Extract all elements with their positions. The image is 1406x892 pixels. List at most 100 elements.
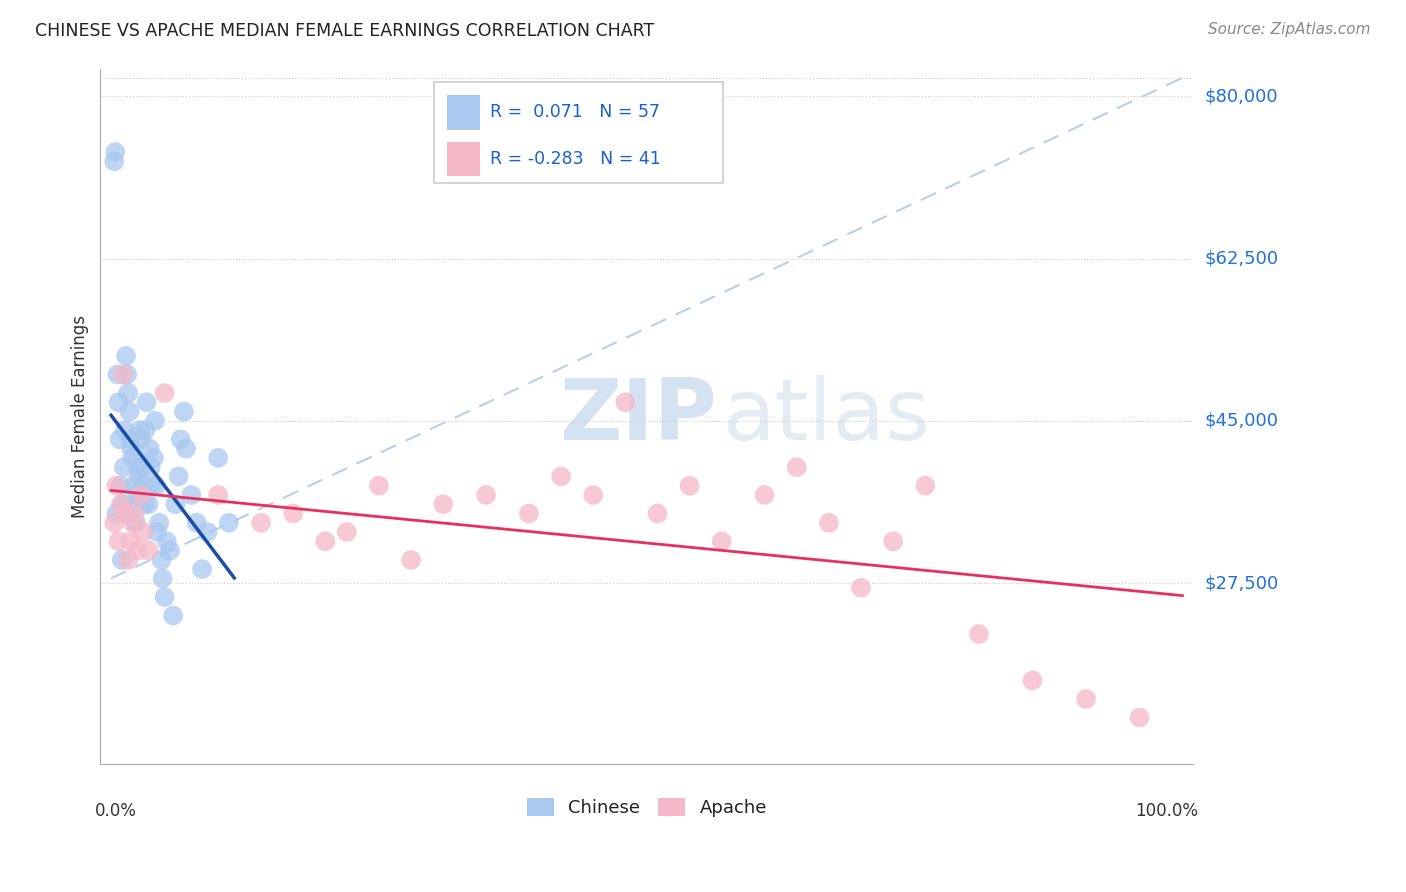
Point xyxy=(129,488,152,502)
Point xyxy=(145,479,167,493)
Point xyxy=(114,507,136,521)
Text: 0.0%: 0.0% xyxy=(94,802,136,820)
Point xyxy=(107,368,129,382)
Point xyxy=(128,469,150,483)
Text: CHINESE VS APACHE MEDIAN FEMALE EARNINGS CORRELATION CHART: CHINESE VS APACHE MEDIAN FEMALE EARNINGS… xyxy=(35,22,654,40)
Point xyxy=(114,423,136,437)
Point xyxy=(120,433,142,447)
Point xyxy=(125,488,148,502)
Point xyxy=(124,507,146,521)
Point xyxy=(103,154,125,169)
Point xyxy=(127,460,149,475)
Point xyxy=(1129,710,1152,724)
Point xyxy=(146,524,169,539)
Point xyxy=(153,386,176,401)
Point xyxy=(117,553,139,567)
Point xyxy=(432,497,454,511)
Point xyxy=(367,479,389,493)
Text: 100.0%: 100.0% xyxy=(1136,802,1199,820)
Point xyxy=(250,516,273,530)
Point xyxy=(120,442,142,456)
Point xyxy=(129,423,152,437)
Point xyxy=(121,450,143,465)
Text: R = -0.283   N = 41: R = -0.283 N = 41 xyxy=(491,150,661,168)
Text: atlas: atlas xyxy=(723,375,931,458)
Point xyxy=(142,450,165,465)
Y-axis label: Median Female Earnings: Median Female Earnings xyxy=(72,315,89,517)
Point xyxy=(118,404,141,418)
Point xyxy=(134,497,156,511)
Point xyxy=(103,516,125,530)
Point xyxy=(882,534,904,549)
Point xyxy=(138,497,160,511)
Point xyxy=(122,479,145,493)
Point xyxy=(754,488,776,502)
Point xyxy=(167,469,190,483)
Point xyxy=(105,479,128,493)
Point xyxy=(111,497,134,511)
Point xyxy=(186,516,208,530)
Point xyxy=(678,479,700,493)
Text: $45,000: $45,000 xyxy=(1205,412,1278,430)
Point xyxy=(124,497,146,511)
Point xyxy=(134,423,156,437)
Point xyxy=(336,524,359,539)
Point xyxy=(135,395,157,409)
Point xyxy=(207,488,229,502)
Point xyxy=(710,534,733,549)
Point xyxy=(314,534,336,549)
Point xyxy=(110,479,132,493)
Text: $27,500: $27,500 xyxy=(1205,574,1278,592)
FancyBboxPatch shape xyxy=(447,142,479,177)
Point xyxy=(197,524,219,539)
Point xyxy=(150,553,173,567)
Point xyxy=(138,543,160,558)
Point xyxy=(207,450,229,465)
Point xyxy=(1074,692,1097,706)
Text: $80,000: $80,000 xyxy=(1205,87,1278,105)
Point xyxy=(156,534,179,549)
Point xyxy=(614,395,637,409)
Point xyxy=(131,460,153,475)
Point xyxy=(148,516,170,530)
Point xyxy=(914,479,936,493)
Point xyxy=(550,469,572,483)
FancyBboxPatch shape xyxy=(433,82,723,183)
Point xyxy=(165,497,187,511)
Point xyxy=(191,562,214,576)
Point xyxy=(132,524,155,539)
Point xyxy=(125,516,148,530)
Point xyxy=(786,460,808,475)
Point xyxy=(127,543,149,558)
Point xyxy=(180,488,202,502)
Point xyxy=(141,479,163,493)
Point xyxy=(115,349,138,363)
Point xyxy=(110,497,132,511)
Point xyxy=(153,590,176,604)
Point xyxy=(143,414,166,428)
Point xyxy=(173,404,195,418)
Point xyxy=(170,433,193,447)
Text: R =  0.071   N = 57: R = 0.071 N = 57 xyxy=(491,103,661,121)
Point xyxy=(159,543,181,558)
Point xyxy=(283,507,305,521)
Point xyxy=(849,581,872,595)
Point xyxy=(647,507,669,521)
Point xyxy=(475,488,498,502)
FancyBboxPatch shape xyxy=(447,95,479,129)
Point xyxy=(818,516,841,530)
Point xyxy=(115,368,138,382)
Text: ZIP: ZIP xyxy=(560,375,717,458)
Point xyxy=(967,627,990,641)
Point xyxy=(108,433,131,447)
Point xyxy=(112,460,135,475)
Point xyxy=(107,534,129,549)
Legend: Chinese, Apache: Chinese, Apache xyxy=(519,790,775,824)
Text: Source: ZipAtlas.com: Source: ZipAtlas.com xyxy=(1208,22,1371,37)
Point xyxy=(132,479,155,493)
Point xyxy=(1021,673,1043,688)
Point xyxy=(399,553,422,567)
Point xyxy=(120,534,142,549)
Point xyxy=(111,368,134,382)
Point xyxy=(117,386,139,401)
